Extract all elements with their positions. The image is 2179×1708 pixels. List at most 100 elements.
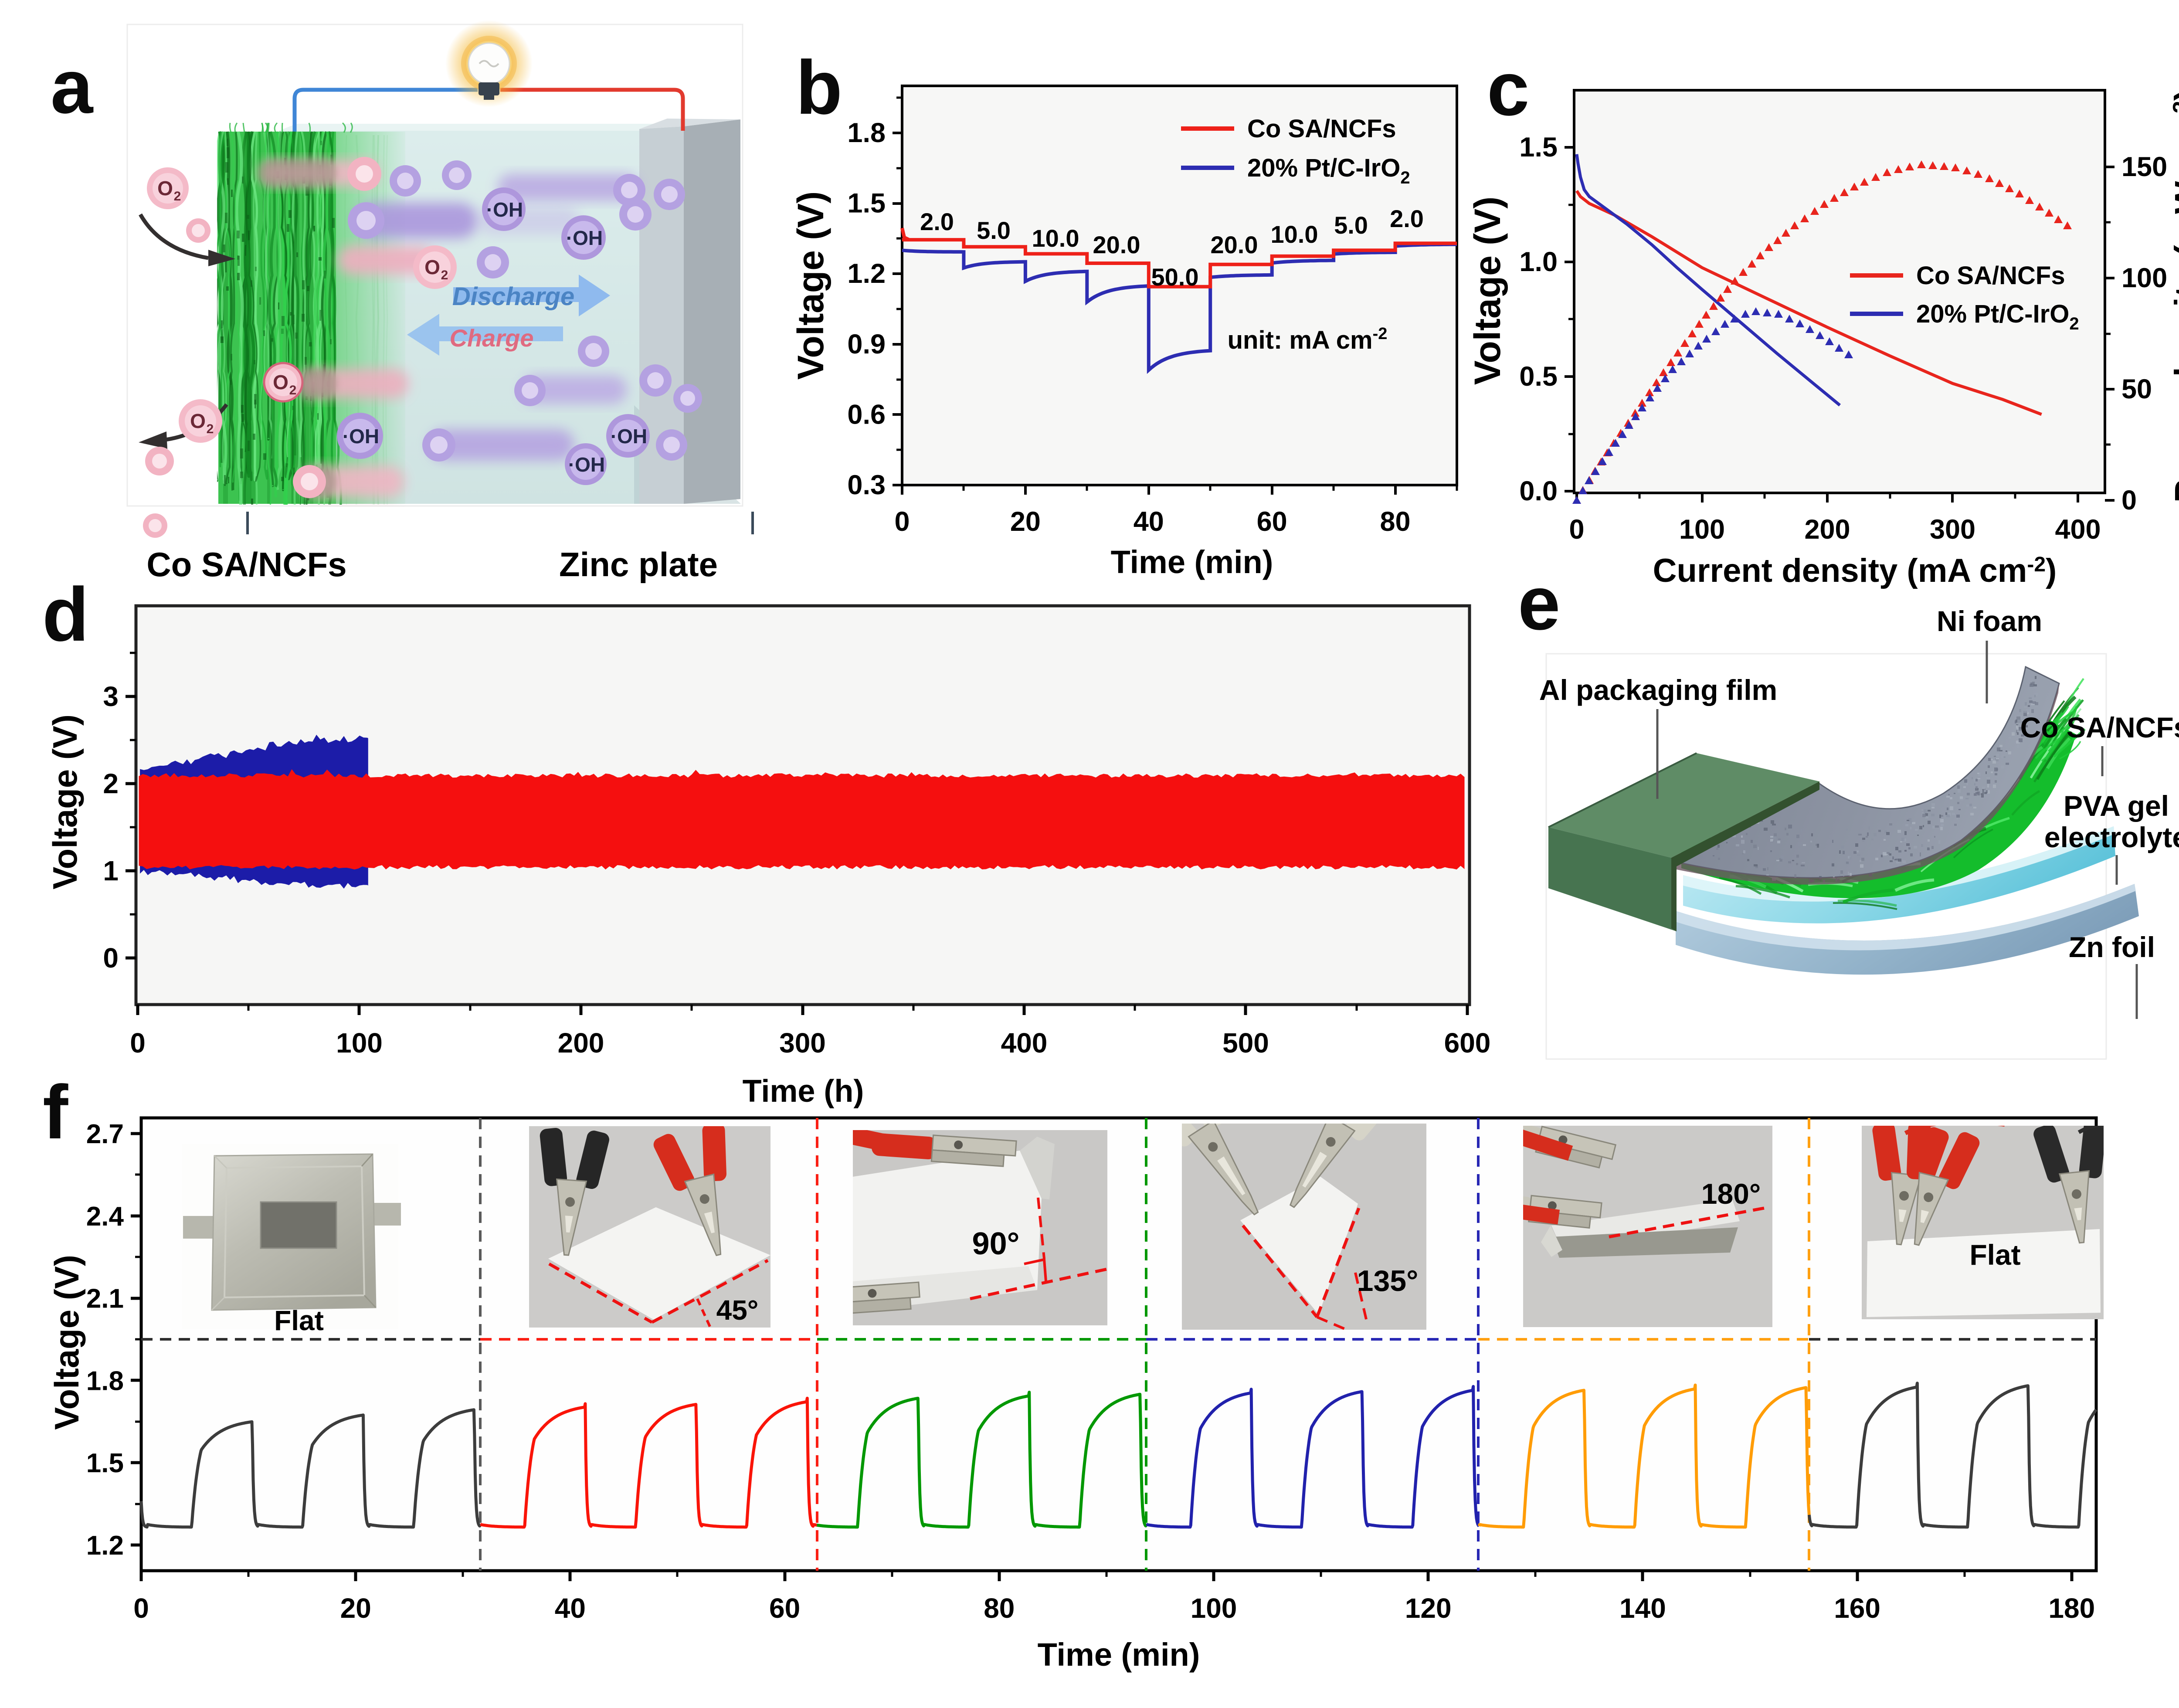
svg-text:20: 20 (1010, 506, 1041, 537)
svg-text:60: 60 (769, 1593, 800, 1624)
svg-text:1.5: 1.5 (847, 188, 886, 219)
svg-text:135°: 135° (1357, 1264, 1419, 1297)
svg-text:O: O (190, 410, 206, 432)
svg-text:Charge: Charge (450, 324, 534, 352)
svg-text:c: c (1487, 47, 1529, 132)
svg-text:0: 0 (2121, 485, 2137, 516)
svg-text:300: 300 (779, 1027, 826, 1059)
svg-text:O: O (273, 371, 288, 394)
svg-text:2: 2 (207, 422, 214, 436)
svg-text:Time (min): Time (min) (1111, 544, 1273, 580)
svg-text:1.2: 1.2 (86, 1531, 124, 1561)
svg-text:b: b (796, 45, 842, 130)
svg-text:100: 100 (336, 1027, 383, 1059)
svg-text:20.0: 20.0 (1093, 231, 1140, 258)
svg-text:PVA gel: PVA gel (2064, 790, 2169, 822)
svg-text:3: 3 (103, 681, 119, 712)
svg-text:unit: mA cm-2: unit: mA cm-2 (1228, 325, 1388, 354)
svg-text:180: 180 (2048, 1593, 2095, 1624)
svg-text:Voltage (V): Voltage (V) (1467, 197, 1508, 385)
svg-text:90°: 90° (972, 1226, 1020, 1261)
svg-text:100: 100 (2121, 263, 2167, 293)
svg-text:80: 80 (984, 1593, 1015, 1624)
svg-text:100: 100 (1191, 1593, 1237, 1624)
svg-text:Co SA/NCFs: Co SA/NCFs (1916, 261, 2065, 290)
svg-text:·OH: ·OH (343, 425, 379, 448)
svg-text:10.0: 10.0 (1271, 221, 1318, 248)
svg-text:180°: 180° (1701, 1178, 1761, 1210)
svg-text:0.9: 0.9 (847, 329, 886, 360)
svg-text:2.7: 2.7 (86, 1119, 124, 1149)
svg-text:150: 150 (2121, 152, 2167, 182)
svg-text:·OH: ·OH (568, 453, 605, 476)
svg-text:1.5: 1.5 (86, 1448, 124, 1478)
svg-text:50: 50 (2121, 374, 2152, 404)
svg-text:Power density (mW cm-2): Power density (mW cm-2) (2168, 89, 2179, 503)
svg-text:2.4: 2.4 (86, 1202, 124, 1232)
svg-text:140: 140 (1619, 1593, 1666, 1624)
svg-text:0: 0 (130, 1027, 146, 1059)
svg-text:2: 2 (441, 268, 448, 282)
svg-text:Co SA/NCFs: Co SA/NCFs (146, 545, 346, 584)
svg-text:400: 400 (2055, 514, 2101, 545)
svg-text:40: 40 (1134, 506, 1164, 537)
svg-text:60: 60 (1257, 506, 1287, 537)
svg-text:Zinc plate: Zinc plate (559, 545, 718, 584)
svg-text:Co SA/NCFs: Co SA/NCFs (1247, 115, 1396, 143)
svg-text:2.1: 2.1 (86, 1284, 124, 1314)
svg-text:e: e (1518, 561, 1560, 646)
svg-text:Voltage (V): Voltage (V) (790, 191, 831, 380)
svg-text:300: 300 (1930, 514, 1975, 545)
svg-text:100: 100 (1679, 514, 1725, 545)
svg-text:0: 0 (1569, 514, 1584, 545)
svg-text:1.5: 1.5 (1519, 132, 1558, 163)
svg-text:1.0: 1.0 (1519, 247, 1558, 277)
svg-text:45°: 45° (716, 1294, 759, 1326)
svg-text:10.0: 10.0 (1032, 224, 1079, 252)
svg-text:Zn foil: Zn foil (2069, 931, 2155, 963)
svg-text:Time (h): Time (h) (743, 1074, 864, 1109)
svg-text:2: 2 (103, 768, 119, 799)
svg-text:·OH: ·OH (486, 198, 523, 221)
svg-text:5.0: 5.0 (1334, 211, 1368, 239)
svg-text:a: a (51, 44, 94, 129)
svg-text:20: 20 (340, 1593, 371, 1624)
svg-text:O: O (424, 256, 440, 278)
svg-text:Al packaging film: Al packaging film (1539, 674, 1777, 706)
svg-text:600: 600 (1444, 1027, 1491, 1059)
svg-text:Voltage (V): Voltage (V) (46, 714, 84, 890)
svg-text:2.0: 2.0 (1390, 205, 1424, 232)
svg-text:O: O (157, 177, 173, 200)
svg-text:Flat: Flat (274, 1305, 324, 1336)
svg-text:Flat: Flat (1969, 1239, 2020, 1271)
svg-text:0: 0 (894, 506, 910, 537)
svg-text:Current density (mA cm-2): Current density (mA cm-2) (1653, 552, 2057, 589)
svg-text:120: 120 (1405, 1593, 1452, 1624)
svg-text:500: 500 (1222, 1027, 1269, 1059)
svg-text:2: 2 (174, 189, 181, 204)
svg-text:Discharge: Discharge (452, 282, 574, 311)
svg-text:0.0: 0.0 (1519, 476, 1558, 506)
svg-text:2: 2 (289, 383, 297, 397)
svg-text:·OH: ·OH (566, 227, 603, 249)
svg-text:40: 40 (555, 1593, 586, 1624)
svg-text:1.8: 1.8 (86, 1366, 124, 1396)
svg-text:Time (min): Time (min) (1038, 1637, 1200, 1673)
svg-text:0.3: 0.3 (847, 470, 886, 500)
svg-text:0: 0 (133, 1593, 149, 1624)
svg-text:0.6: 0.6 (847, 399, 886, 430)
svg-text:0.5: 0.5 (1519, 361, 1558, 392)
svg-text:·OH: ·OH (611, 425, 647, 448)
svg-text:Voltage (V): Voltage (V) (48, 1255, 86, 1430)
svg-text:d: d (42, 572, 89, 657)
svg-text:f: f (43, 1070, 68, 1155)
svg-text:200: 200 (558, 1027, 604, 1059)
svg-text:0: 0 (103, 942, 119, 974)
svg-text:1: 1 (103, 855, 119, 886)
svg-text:20.0: 20.0 (1211, 231, 1258, 258)
svg-text:20% Pt/C-IrO2: 20% Pt/C-IrO2 (1247, 154, 1410, 187)
svg-text:200: 200 (1804, 514, 1850, 545)
svg-text:400: 400 (1001, 1027, 1048, 1059)
svg-text:1.2: 1.2 (847, 258, 886, 289)
svg-text:2.0: 2.0 (920, 208, 954, 235)
